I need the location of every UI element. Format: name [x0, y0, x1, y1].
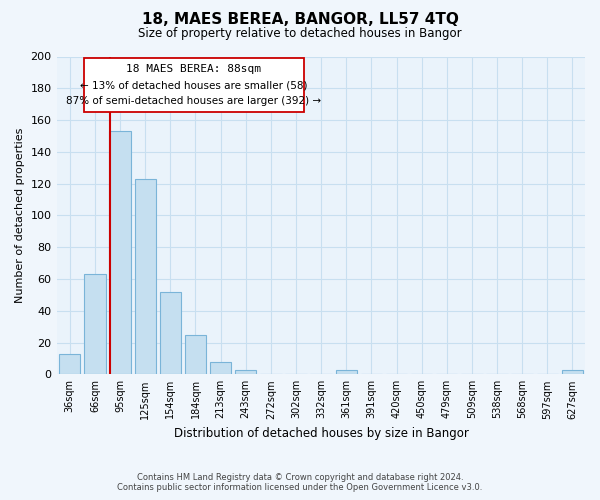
Text: 87% of semi-detached houses are larger (392) →: 87% of semi-detached houses are larger (… — [66, 96, 321, 106]
Bar — [160, 292, 181, 374]
Text: ← 13% of detached houses are smaller (58): ← 13% of detached houses are smaller (58… — [80, 80, 307, 90]
Text: Contains HM Land Registry data © Crown copyright and database right 2024.
Contai: Contains HM Land Registry data © Crown c… — [118, 473, 482, 492]
Text: 18 MAES BEREA: 88sqm: 18 MAES BEREA: 88sqm — [126, 64, 261, 74]
Bar — [210, 362, 231, 374]
Bar — [335, 370, 357, 374]
Bar — [134, 179, 156, 374]
Bar — [562, 370, 583, 374]
Bar — [84, 274, 106, 374]
Bar — [109, 131, 131, 374]
Text: 18, MAES BEREA, BANGOR, LL57 4TQ: 18, MAES BEREA, BANGOR, LL57 4TQ — [142, 12, 458, 28]
Text: Size of property relative to detached houses in Bangor: Size of property relative to detached ho… — [138, 28, 462, 40]
Bar — [185, 334, 206, 374]
Y-axis label: Number of detached properties: Number of detached properties — [15, 128, 25, 303]
FancyBboxPatch shape — [83, 58, 304, 112]
Bar — [59, 354, 80, 374]
Bar — [235, 370, 256, 374]
X-axis label: Distribution of detached houses by size in Bangor: Distribution of detached houses by size … — [173, 427, 469, 440]
